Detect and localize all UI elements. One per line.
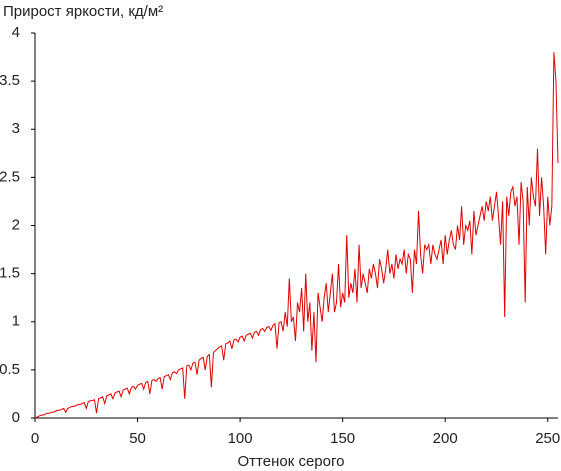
x-tick-label: 0 [31,430,39,447]
y-tick-label: 2.5 [0,168,20,185]
y-tick-label: 1.5 [0,265,20,282]
y-tick-label: 2 [12,216,20,233]
x-tick-label: 150 [330,430,355,447]
chart-title: Прирост яркости, кд/м² [3,3,163,20]
x-axis-label: Оттенок серого [238,453,345,470]
y-tick-label: 3 [12,120,20,137]
y-tick-label: 1 [12,313,20,330]
line [34,52,559,419]
y-tick-label: 4 [12,24,20,41]
y-tick-label: 0.5 [0,361,20,378]
x-tick-label: 250 [535,430,560,447]
x-tick-label: 100 [228,430,253,447]
y-tick-label: 0 [12,409,20,426]
y-tick-label: 3.5 [0,72,20,89]
x-tick-label: 200 [433,430,458,447]
x-tick-label: 50 [129,430,146,447]
